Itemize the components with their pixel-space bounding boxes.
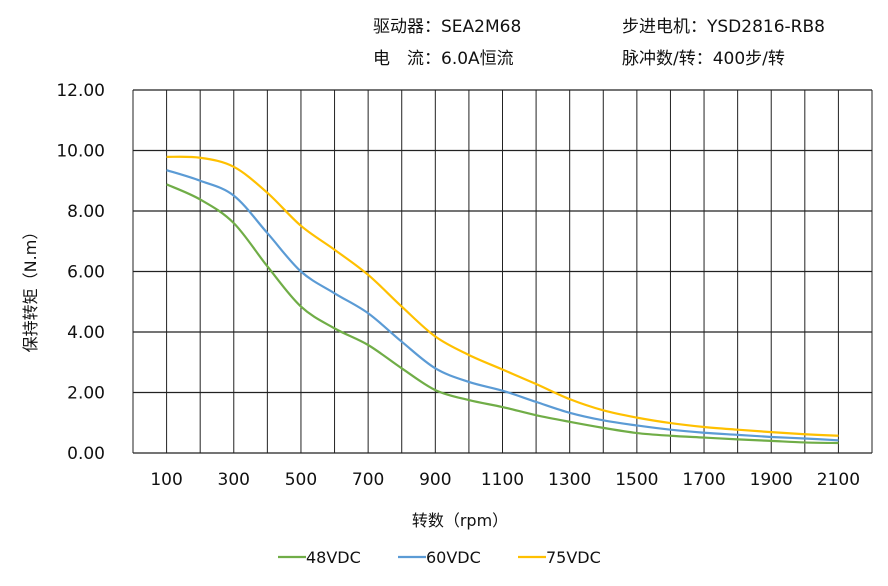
series-line-75VDC (166, 155, 839, 437)
y-tick-label: 4.00 (67, 323, 105, 343)
y-tick-label: 12.00 (56, 81, 105, 101)
x-tick-label: 1300 (548, 470, 591, 490)
series-lines (166, 155, 839, 445)
x-tick-label: 1500 (615, 470, 658, 490)
y-tick-label: 8.00 (67, 202, 105, 222)
x-tick-label: 1100 (481, 470, 524, 490)
legend-label: 60VDC (426, 548, 481, 567)
x-axis-label: 转数（rpm） (412, 511, 508, 530)
pulses-label: 脉冲数/转：400步/转 (622, 49, 785, 69)
x-tick-label: 1900 (750, 470, 793, 490)
x-tick-label: 700 (352, 470, 384, 490)
y-tick-label: 2.00 (67, 384, 105, 404)
y-tick-label: 6.00 (67, 263, 105, 283)
x-tick-label: 100 (150, 470, 182, 490)
x-tick-label: 900 (419, 470, 451, 490)
legend-label: 75VDC (546, 548, 601, 567)
x-tick-label: 1700 (682, 470, 725, 490)
current-label: 电 流：6.0A恒流 (373, 49, 514, 69)
x-tick-label: 500 (285, 470, 317, 490)
y-tick-label: 10.00 (56, 142, 105, 162)
driver-label: 驱动器：SEA2M68 (373, 17, 522, 37)
series-line-48VDC (166, 183, 839, 445)
y-tick-label: 0.00 (67, 444, 105, 464)
grid (132, 89, 873, 454)
motor-label: 步进电机：YSD2816-RB8 (622, 17, 825, 37)
tick-labels: 0.00 2.00 4.00 6.00 8.00 10.00 12.00 100 300 500 7… (56, 81, 860, 490)
x-tick-label: 300 (218, 470, 250, 490)
y-axis-label: 保持转矩（N.m） (21, 224, 40, 353)
legend-label: 48VDC (306, 548, 361, 567)
legend: 48VDC 60VDC 75VDC (278, 548, 601, 567)
x-tick-label: 2100 (817, 470, 860, 490)
series-line-60VDC (166, 169, 839, 442)
